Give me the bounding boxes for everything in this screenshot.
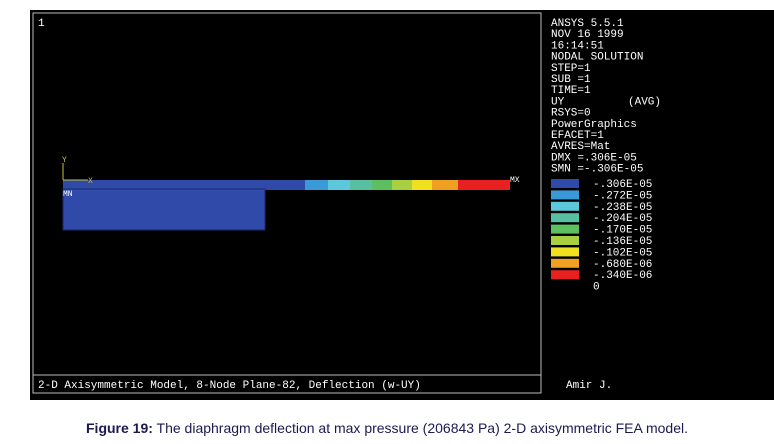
- band: [392, 180, 412, 190]
- info-line: NOV 16 1999: [551, 29, 624, 41]
- caption: Figure 19: The diaphragm deflection at m…: [86, 420, 688, 436]
- band: [412, 180, 432, 190]
- legend-label: -.170E-05: [593, 225, 652, 237]
- model: [62, 163, 510, 231]
- info-line: RSYS=0: [551, 108, 591, 120]
- info-line: DMX =.306E-05: [551, 152, 637, 164]
- info-line: SUB =1: [551, 74, 591, 86]
- axis-y-label: Y: [62, 156, 67, 165]
- info-line: PowerGraphics: [551, 119, 637, 131]
- band: [372, 180, 392, 190]
- legend-label: -.238E-05: [593, 202, 652, 214]
- band: [432, 180, 458, 190]
- legend-end: 0: [593, 282, 600, 294]
- caption-label: Figure 19:: [86, 420, 153, 436]
- info-line: UY: [551, 96, 565, 108]
- legend-swatch: [551, 270, 579, 280]
- author: Amir J.: [566, 380, 612, 392]
- info-line: 16:14:51: [551, 40, 604, 52]
- legend-label: -.340E-06: [593, 270, 652, 282]
- legend-swatch: [551, 258, 579, 268]
- info-line: TIME=1: [551, 85, 591, 97]
- legend-swatch: [551, 190, 579, 200]
- base-block: [62, 188, 266, 231]
- band: [328, 180, 350, 190]
- info-line: AVRES=Mat: [551, 141, 610, 153]
- legend-label: -.680E-06: [593, 259, 652, 271]
- legend-swatch: [551, 179, 579, 188]
- window-number: 1: [38, 18, 45, 30]
- legend-label: -.136E-05: [593, 236, 652, 248]
- legend-label: -.204E-05: [593, 213, 652, 225]
- band: [458, 180, 510, 190]
- legend-swatch: [551, 224, 579, 234]
- info-line: SMN =-.306E-05: [551, 164, 643, 176]
- legend-swatch: [551, 213, 579, 223]
- legend-label: -.102E-05: [593, 247, 652, 259]
- band: [305, 180, 328, 190]
- info-line: EFACET=1: [551, 130, 604, 142]
- legend-swatch: [551, 247, 579, 257]
- info-line: ANSYS 5.5.1: [551, 18, 624, 30]
- max-label: MX: [510, 176, 520, 185]
- min-label: MN: [63, 190, 73, 199]
- legend-label: -.272E-05: [593, 190, 652, 202]
- strip: [63, 180, 305, 190]
- legend-swatch: [551, 236, 579, 245]
- legend-swatch: [551, 201, 579, 211]
- avg-label: (AVG): [628, 96, 661, 108]
- footer-frame: [32, 374, 542, 394]
- footer-text: 2-D Axisymmetric Model, 8-Node Plane-82,…: [38, 380, 421, 392]
- caption-text: The diaphragm deflection at max pressure…: [153, 420, 688, 436]
- axis-x-label: X: [88, 177, 93, 186]
- info-line: NODAL SOLUTION: [551, 52, 643, 64]
- info-line: STEP=1: [551, 63, 591, 75]
- legend-label: -.306E-05: [593, 179, 652, 191]
- band: [350, 180, 372, 190]
